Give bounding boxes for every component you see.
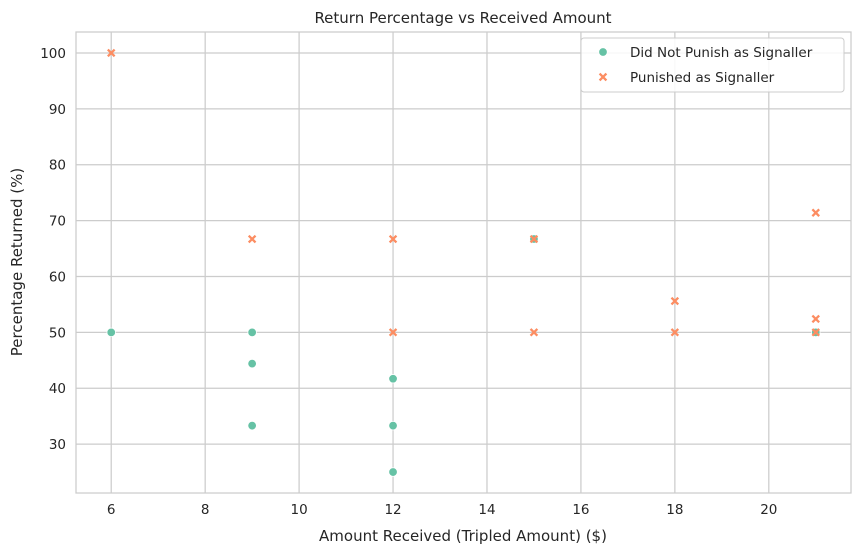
data-point-did-not-punish <box>247 358 257 369</box>
x-tick-label: 6 <box>107 502 116 518</box>
y-tick-label: 50 <box>49 325 66 341</box>
legend-marker-did-not-punish <box>598 47 608 57</box>
grid-lines <box>76 32 851 493</box>
legend-label: Did Not Punish as Signaller <box>630 45 813 61</box>
data-point-punished <box>811 208 820 217</box>
x-tick-label: 18 <box>666 502 683 518</box>
plot-background <box>76 32 851 493</box>
plot-frame <box>75 31 852 494</box>
x-tick-label: 8 <box>201 502 210 518</box>
data-point-punished <box>107 48 116 58</box>
data-point-punished <box>247 234 257 244</box>
data-point-punished <box>388 328 398 337</box>
data-point-did-not-punish <box>106 327 116 338</box>
data-points <box>106 48 821 477</box>
data-point-did-not-punish <box>247 327 257 338</box>
y-tick-label: 40 <box>49 381 66 397</box>
x-tick-label: 12 <box>384 502 401 518</box>
y-tick-label: 60 <box>49 269 66 285</box>
data-point-punished <box>811 314 820 324</box>
data-point-punished <box>670 328 680 337</box>
legend-items: Did Not Punish as Signaller Punished as S… <box>598 45 813 86</box>
x-tick-label: 10 <box>291 502 308 518</box>
y-axis-label: Percentage Returned (%) <box>8 168 26 356</box>
y-tick-label: 70 <box>49 214 66 230</box>
y-tick-label: 80 <box>49 158 66 174</box>
data-point-did-not-punish <box>388 467 398 477</box>
data-point-punished <box>670 296 680 306</box>
legend-label: Punished as Signaller <box>630 70 775 86</box>
data-point-did-not-punish <box>388 420 398 431</box>
x-tick-label: 16 <box>572 502 589 518</box>
data-point-punished <box>388 234 398 244</box>
chart-title: Return Percentage vs Received Amount <box>314 9 611 27</box>
data-point-punished <box>811 328 820 337</box>
legend-marker-punished <box>598 72 608 82</box>
y-tick-label: 30 <box>49 437 66 453</box>
data-point-punished <box>529 328 539 337</box>
x-tick-label: 14 <box>478 502 495 518</box>
x-tick-label: 20 <box>760 502 777 518</box>
data-point-did-not-punish <box>247 420 257 431</box>
y-tick-label: 90 <box>49 102 66 118</box>
legend: Did Not Punish as Signaller Punished as S… <box>580 37 845 93</box>
data-point-did-not-punish <box>388 374 398 384</box>
data-point-punished <box>529 234 539 244</box>
x-tick-labels: 6 8 10 12 14 16 18 20 <box>107 502 777 518</box>
x-axis-label: Amount Received (Tripled Amount) ($) <box>319 527 607 545</box>
y-tick-labels: 30 40 50 60 70 80 90 100 <box>40 46 66 453</box>
legend-box <box>580 37 845 93</box>
y-tick-label: 100 <box>40 46 66 62</box>
